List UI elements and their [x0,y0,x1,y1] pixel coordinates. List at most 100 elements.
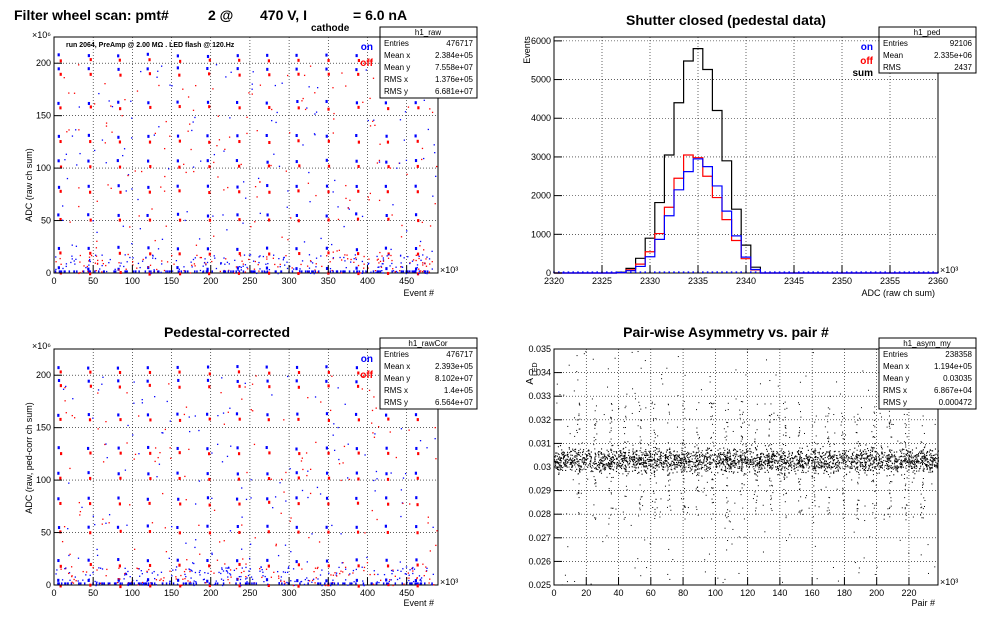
data-point [224,148,226,151]
data-point [652,458,654,460]
data-point [316,486,319,489]
data-point [570,450,572,452]
data-point [329,267,332,270]
data-point [653,432,655,434]
data-point [236,379,239,383]
data-point [864,466,866,468]
data-point [208,165,211,169]
data-point [319,574,322,576]
data-point [319,582,322,585]
data-point [683,400,685,402]
data-point [327,564,330,568]
data-point [147,101,150,105]
data-point [115,582,117,585]
data-point [624,426,626,428]
data-point [315,257,318,259]
data-point [664,460,666,462]
data-point [625,495,627,497]
data-point [229,117,231,119]
data-point [382,257,385,259]
data-point [117,496,120,500]
data-point [404,472,407,475]
data-point [176,412,179,416]
data-point [92,566,94,569]
data-point [79,254,82,257]
data-point [249,254,252,256]
pad-raw-y-exponent: ×10⁶ [32,30,51,40]
data-point [137,262,140,265]
data-point [123,265,125,268]
data-point [309,272,312,274]
data-point [705,464,707,467]
data-point [665,454,667,457]
data-point [404,111,407,113]
baseline-point [798,271,800,273]
data-point [285,170,287,172]
data-point [109,582,111,585]
data-point [160,65,163,67]
data-point [914,455,916,457]
data-point [167,270,169,273]
data-point [301,100,303,102]
data-point [71,255,73,257]
data-point [645,451,647,453]
data-point [664,457,667,460]
data-point [57,413,60,417]
data-point [620,459,622,461]
data-point [151,208,153,210]
data-point [200,160,202,162]
data-point [767,465,769,467]
data-point [686,471,688,473]
data-point [841,452,844,455]
data-point [64,159,66,161]
data-point [141,260,144,262]
data-point [922,468,924,470]
data-point [327,418,330,422]
data-point [690,460,692,462]
data-point [164,527,166,529]
data-point [684,450,686,452]
data-point [247,268,249,270]
baseline-point [884,271,886,273]
data-point [96,263,99,265]
data-point [332,257,334,260]
data-point [756,457,758,459]
data-point [431,250,433,253]
data-point [198,571,201,574]
data-point [391,214,393,216]
data-point [303,241,306,243]
data-point [722,458,724,460]
data-point [650,459,652,461]
data-point [913,455,915,457]
data-point [251,83,253,85]
data-point [681,471,683,473]
data-point [660,454,662,456]
data-point [670,509,672,511]
data-point [556,468,559,470]
data-point [932,460,934,462]
data-point [593,476,595,478]
data-point [337,584,339,586]
data-point [89,476,92,480]
data-point [675,454,677,456]
data-point [374,433,376,435]
x-tick-label: 350 [321,276,336,286]
data-point [843,460,845,462]
data-point [708,468,711,470]
data-point [669,472,671,474]
data-point [646,466,648,468]
baseline-point [788,271,790,273]
data-point [881,453,883,455]
baseline-point [567,271,570,273]
data-point [151,572,153,574]
data-point [192,582,195,585]
data-point [146,580,148,582]
data-point [206,412,209,416]
data-point [250,225,252,228]
data-point [771,468,773,470]
data-point [208,272,211,276]
data-point [297,139,300,143]
data-point [645,464,647,466]
data-point [244,386,246,388]
data-point [634,459,636,461]
